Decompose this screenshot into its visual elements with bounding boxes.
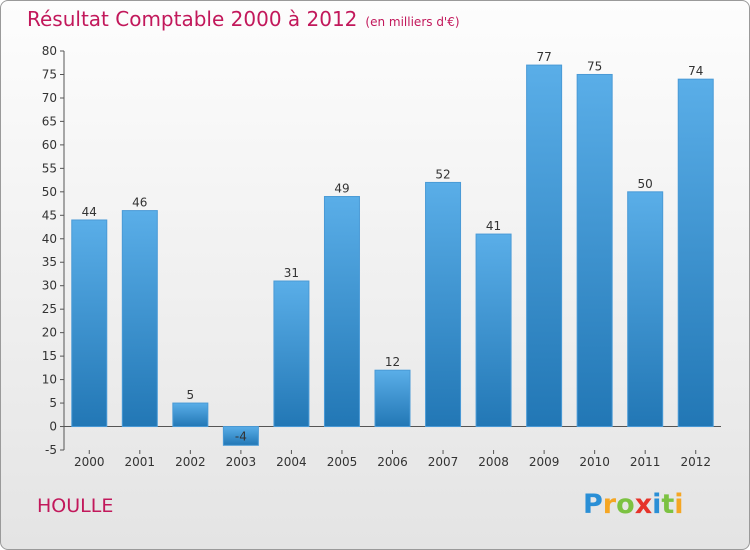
y-tick-label: 55 xyxy=(42,161,57,175)
bar-value-label: 31 xyxy=(284,266,299,280)
x-tick-label: 2000 xyxy=(74,455,105,469)
bar xyxy=(425,181,462,428)
bar-value-label: 12 xyxy=(385,355,400,369)
logo-letter: r xyxy=(602,489,617,520)
y-tick-label: 25 xyxy=(42,302,57,316)
bar xyxy=(172,402,209,428)
y-tick-label: 35 xyxy=(42,255,57,269)
y-tick-label: -5 xyxy=(45,443,57,457)
bar-value-label: 77 xyxy=(536,50,551,64)
proxiti-logo: Proxiti xyxy=(583,489,684,520)
bar-value-label: 52 xyxy=(435,167,450,181)
bar xyxy=(374,369,411,428)
x-tick-label: 2006 xyxy=(377,455,408,469)
y-tick-label: 0 xyxy=(49,420,57,434)
bar-value-label: 5 xyxy=(187,388,195,402)
bar xyxy=(526,64,563,428)
x-tick-label: 2009 xyxy=(529,455,560,469)
logo-letter: P xyxy=(583,489,603,520)
logo-letter: o xyxy=(616,489,635,520)
y-tick-label: 10 xyxy=(42,373,57,387)
y-tick-label: 65 xyxy=(42,114,57,128)
title-units: (en milliers d'€) xyxy=(365,15,460,29)
data-labels: 44 46 5 -4 31 49 12 52 41 77 75 50 74 xyxy=(82,50,704,443)
y-tick-label: 5 xyxy=(49,396,57,410)
y-tick-label: 70 xyxy=(42,91,57,105)
x-tick-label: 2004 xyxy=(276,455,307,469)
bar xyxy=(222,426,259,446)
title-text: Résultat Comptable 2000 à 2012 xyxy=(27,7,358,31)
y-tick-label: 30 xyxy=(42,279,57,293)
bar xyxy=(323,196,360,428)
bar-value-label: 74 xyxy=(688,64,703,78)
bar-value-label: 44 xyxy=(82,205,97,219)
x-tick-label: 2011 xyxy=(630,455,661,469)
bar-value-label: 49 xyxy=(334,182,349,196)
x-tick-label: 2010 xyxy=(579,455,610,469)
town-name: HOULLE xyxy=(37,495,114,517)
y-tick-label: 15 xyxy=(42,349,57,363)
y-tick-label: 60 xyxy=(42,138,57,152)
bar-value-label: 50 xyxy=(638,177,653,191)
logo-letter: i xyxy=(674,489,684,520)
bar xyxy=(71,219,108,428)
y-tick-label: 20 xyxy=(42,326,57,340)
bar xyxy=(677,78,714,428)
bar-value-label: -4 xyxy=(235,430,247,444)
y-tick-label: 40 xyxy=(42,232,57,246)
logo-letter: t xyxy=(661,489,675,520)
y-tick-label: 50 xyxy=(42,185,57,199)
x-tick-label: 2003 xyxy=(226,455,257,469)
bars xyxy=(71,64,714,446)
bar-value-label: 46 xyxy=(132,196,147,210)
logo-letter: x xyxy=(634,489,653,520)
bar-value-label: 75 xyxy=(587,59,602,73)
x-tick-label: 2012 xyxy=(680,455,711,469)
bar-value-label: 41 xyxy=(486,219,501,233)
bar xyxy=(121,210,158,428)
x-tick-label: 2005 xyxy=(327,455,358,469)
x-tick-label: 2007 xyxy=(428,455,459,469)
bar xyxy=(273,280,310,428)
bar xyxy=(627,191,664,428)
x-tick-label: 2008 xyxy=(478,455,509,469)
bar xyxy=(475,233,512,428)
y-tick-label: 80 xyxy=(42,44,57,58)
y-tick-label: 45 xyxy=(42,208,57,222)
logo-letter: i xyxy=(652,489,662,520)
x-tick-label: 2002 xyxy=(175,455,206,469)
chart-title: Résultat Comptable 2000 à 2012 (en millie… xyxy=(27,7,460,31)
x-tick-label: 2001 xyxy=(125,455,156,469)
bar xyxy=(576,73,613,428)
y-tick-label: 75 xyxy=(42,67,57,81)
axes: -5 0 5 10 15 20 25 30 35 40 45 50 55 60 65 70 75 80 2000 20… xyxy=(42,44,721,469)
